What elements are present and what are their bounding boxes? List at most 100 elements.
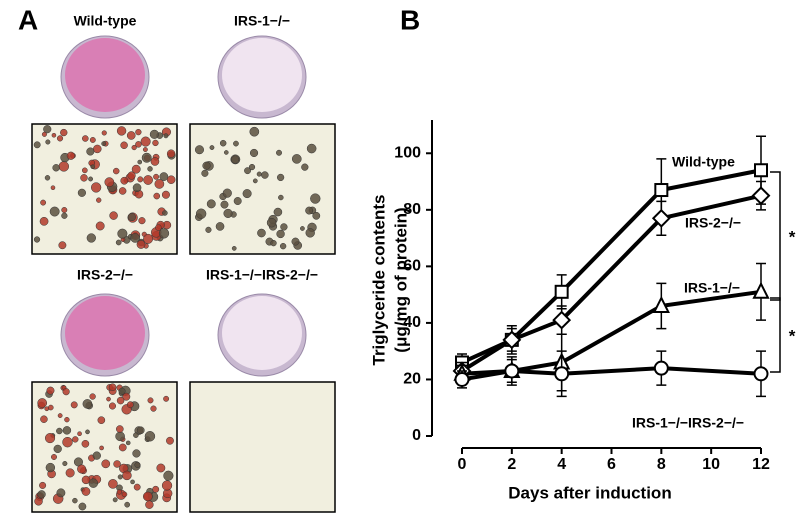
cell (61, 207, 68, 213)
culture-dish-stain (65, 296, 145, 370)
cell (40, 415, 48, 423)
cell (62, 436, 73, 448)
cell (53, 444, 62, 454)
cell (242, 189, 252, 199)
cell (143, 233, 154, 244)
cell (252, 178, 258, 184)
x-tick-label: 10 (702, 456, 720, 473)
cell (106, 396, 111, 402)
cell (150, 405, 157, 412)
cell (108, 383, 117, 392)
cell (159, 172, 169, 181)
cell (147, 397, 154, 404)
cell (91, 182, 102, 193)
cell (163, 133, 169, 139)
cell (70, 401, 78, 409)
cell (248, 163, 256, 171)
culture-dish-stain (222, 296, 302, 370)
cell (88, 176, 94, 182)
cell (117, 228, 128, 239)
cell (280, 223, 288, 231)
y-tick-label: 100 (394, 144, 421, 161)
cell (95, 221, 105, 231)
marker (654, 183, 669, 198)
cell (135, 141, 142, 148)
cell (300, 226, 305, 231)
cell (117, 474, 123, 480)
cell (166, 436, 174, 445)
cell (152, 139, 159, 147)
cell (120, 176, 129, 185)
cell (122, 392, 131, 401)
cell (223, 150, 229, 155)
cell (96, 197, 102, 203)
cell (215, 222, 225, 231)
cell (45, 139, 51, 145)
cell (120, 141, 128, 149)
cell (141, 152, 152, 163)
cell (150, 157, 160, 166)
x-tick-label: 12 (752, 456, 770, 473)
cell (108, 402, 116, 410)
cell (90, 164, 96, 169)
cell (56, 135, 64, 142)
cell (231, 246, 237, 251)
cell (233, 197, 242, 206)
cell (57, 413, 63, 418)
cell (65, 468, 75, 478)
cell (202, 161, 211, 170)
y-tick-label: 80 (403, 201, 421, 218)
cell (276, 173, 285, 182)
culture-dish-stain (222, 38, 302, 112)
cell (138, 217, 146, 225)
cell (133, 483, 141, 491)
cell (209, 145, 215, 150)
cell (276, 149, 282, 156)
y-tick-label: 20 (403, 371, 421, 388)
cell (220, 200, 229, 209)
cell (195, 208, 207, 219)
cell (39, 216, 49, 226)
cell (66, 151, 75, 160)
cell (132, 449, 141, 458)
cell (305, 206, 314, 215)
cell (61, 212, 68, 219)
cell (270, 239, 277, 247)
cell (161, 190, 170, 199)
cell (257, 228, 266, 238)
cell (163, 395, 170, 402)
cell (126, 401, 134, 409)
cell (118, 387, 126, 395)
cell (158, 228, 170, 239)
cell (113, 460, 121, 468)
cell (231, 155, 240, 164)
x-tick-label: 4 (557, 456, 566, 473)
cell (112, 167, 120, 175)
marker (751, 186, 771, 206)
cell (62, 426, 72, 435)
cell (56, 427, 63, 435)
cell (261, 171, 269, 179)
cell (108, 479, 118, 489)
cell (44, 175, 51, 181)
y-tick-label: 60 (403, 258, 421, 275)
cell (162, 210, 168, 216)
cell (81, 439, 90, 448)
cell (86, 147, 95, 156)
cell (127, 171, 136, 180)
cell (104, 177, 115, 188)
cell (122, 470, 132, 481)
series-line (461, 289, 762, 376)
cell (306, 143, 317, 154)
image-label: IRS-1−/−IRS-2−/− (206, 267, 318, 283)
cell (82, 399, 93, 409)
cell (130, 233, 140, 243)
cell (126, 131, 136, 140)
culture-dish-stain (65, 38, 145, 112)
cell (291, 237, 300, 246)
cell (249, 148, 259, 158)
cell (50, 185, 56, 190)
cell (249, 126, 260, 137)
cell (136, 426, 145, 435)
